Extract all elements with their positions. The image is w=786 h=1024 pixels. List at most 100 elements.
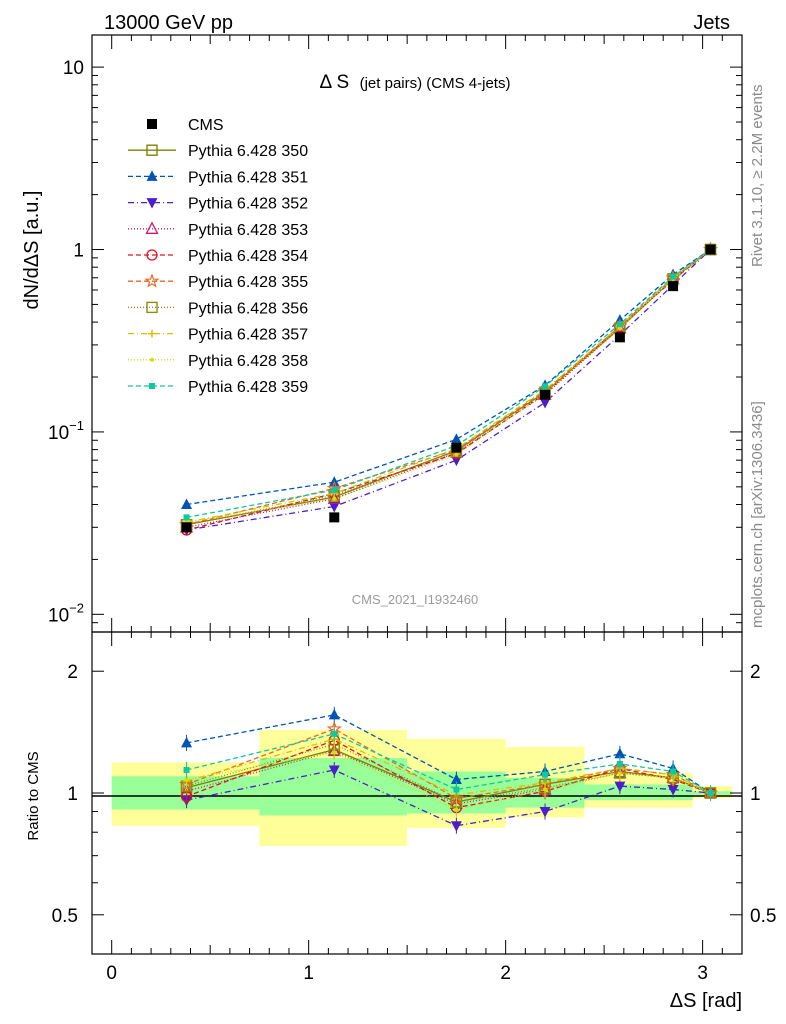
- main-y-axis-label: dN/dΔS [a.u.]: [21, 191, 43, 310]
- series-marker: [332, 496, 337, 501]
- header-left: 13000 GeV pp: [104, 12, 233, 34]
- legend-marker: [146, 301, 158, 314]
- ratio-marker: [543, 787, 548, 792]
- series-marker: [617, 326, 622, 331]
- ratio-marker: [617, 771, 622, 776]
- series-marker: [328, 502, 340, 513]
- ratio-plot-panel: 0.5 0.5 1 1 2 2 0 1 2 3 Ratio to CMS ΔS [rad]: [25, 35, 776, 1012]
- series-marker: [331, 487, 338, 494]
- main-y-axis: 10−2 10−1 1 10: [48, 58, 742, 633]
- legend-item: Pythia 6.428 353: [128, 221, 308, 239]
- cms-data-point: [181, 522, 192, 533]
- x-tick-label: 1: [303, 963, 314, 984]
- main-plot-area: [178, 241, 719, 536]
- main-title: Δ S (jet pairs) (CMS 4-jets): [320, 72, 511, 93]
- legend-label: Pythia 6.428 356: [188, 300, 308, 317]
- legend-marker: [149, 383, 155, 389]
- ratio-marker: [332, 750, 337, 755]
- ratio-marker: [667, 785, 679, 796]
- legend-marker: [146, 144, 158, 156]
- legend-label: Pythia 6.428 350: [188, 143, 308, 160]
- series-marker: [670, 273, 677, 280]
- legend-marker: [146, 249, 158, 261]
- cms-data-point: [540, 389, 551, 400]
- x-axis-label: ΔS [rad]: [670, 990, 742, 1012]
- legend-item: Pythia 6.428 354: [128, 248, 308, 265]
- legend-label: Pythia 6.428 357: [188, 327, 308, 344]
- mcplots-label: mcplots.cern.ch [arXiv:1306.3436]: [749, 401, 766, 628]
- x-axis: 0 1 2 3: [91, 35, 743, 984]
- ratio-marker: [450, 821, 462, 832]
- legend-label: Pythia 6.428 359: [188, 379, 308, 396]
- ratio-marker: [181, 736, 193, 748]
- ratio-y-tick-label: 1: [67, 784, 78, 805]
- ratio-marker: [454, 807, 459, 812]
- ratio-marker: [328, 708, 340, 720]
- ratio-marker: [707, 790, 714, 796]
- cms-data-point: [705, 244, 716, 255]
- ratio-marker: [331, 730, 338, 737]
- ratio-y-tick-label-right: 0.5: [750, 906, 776, 927]
- legend-marker: [148, 329, 156, 338]
- legend-item: Pythia 6.428 352: [128, 196, 308, 213]
- ratio-y-tick-label-right: 2: [750, 662, 761, 683]
- main-title-subtitle: (jet pairs) (CMS 4-jets): [360, 75, 511, 92]
- ratio-marker: [328, 765, 340, 776]
- legend-marker: [146, 170, 158, 181]
- legend-marker: [150, 357, 154, 362]
- legend-marker: [147, 119, 157, 129]
- legend-item: Pythia 6.428 350: [128, 143, 308, 160]
- main-y-tick-label: 10−2: [48, 600, 84, 626]
- legend: CMS Pythia 6.428 350 Pythia 6.428 351 Pythi…: [128, 117, 308, 396]
- series-marker: [181, 498, 193, 510]
- main-y-tick-label: 10: [63, 58, 84, 79]
- legend-item: Pythia 6.428 357: [128, 327, 308, 344]
- cms-data-point: [668, 281, 679, 292]
- legend-item: CMS: [147, 117, 224, 134]
- legend-marker: [146, 198, 158, 209]
- main-plot-panel: 10−2 10−1 1 10 Δ S (jet pairs) (CMS 4-jets)…: [21, 34, 743, 633]
- ratio-marker: [539, 807, 551, 818]
- legend-item: Pythia 6.428 356: [128, 300, 308, 317]
- legend-label: Pythia 6.428 358: [188, 353, 308, 370]
- ratio-series-pythia-6.428-359: [183, 725, 714, 801]
- ratio-marker: [614, 781, 626, 793]
- ratio-marker: [450, 773, 462, 784]
- ratio-y-axis: 0.5 0.5 1 1 2 2: [52, 662, 776, 955]
- ratio-plot-area: [178, 706, 719, 834]
- cms-data-point: [451, 442, 462, 453]
- ratio-marker: [184, 777, 189, 782]
- analysis-watermark: CMS_2021_I1932460: [352, 592, 479, 607]
- legend-marker: [145, 221, 159, 234]
- series-marker: [539, 397, 551, 409]
- cms-data-point: [329, 512, 340, 523]
- main-y-tick-label: 1: [73, 241, 84, 262]
- ratio-marker: [670, 768, 677, 775]
- series-marker: [454, 452, 459, 457]
- legend-label: Pythia 6.428 353: [188, 222, 308, 239]
- legend-item: Pythia 6.428 358: [128, 353, 308, 370]
- ratio-y-axis-label: Ratio to CMS: [25, 751, 42, 840]
- legend-item: Pythia 6.428 355: [128, 273, 308, 291]
- series-marker: [616, 321, 623, 328]
- rivet-label: Rivet 3.1.10, ≥ 2.2M events: [749, 85, 766, 268]
- legend-label: Pythia 6.428 355: [188, 274, 308, 291]
- series-marker: [450, 433, 462, 444]
- legend-item: Pythia 6.428 351: [128, 169, 308, 186]
- ratio-y-tick-label-right: 1: [750, 784, 761, 805]
- x-tick-label: 0: [106, 963, 117, 984]
- ratio-marker: [616, 760, 623, 767]
- legend-marker: [144, 273, 160, 288]
- legend-label: CMS: [188, 117, 224, 134]
- header-right: Jets: [693, 12, 730, 34]
- legend-label: Pythia 6.428 352: [188, 196, 308, 213]
- main-title-symbol: Δ S: [320, 72, 350, 93]
- x-tick-label: 2: [500, 963, 511, 984]
- ratio-y-tick-label: 2: [67, 662, 78, 683]
- ratio-marker: [614, 747, 626, 759]
- ratio-y-tick-label: 0.5: [52, 906, 78, 927]
- cms-data-point: [614, 332, 625, 343]
- x-tick-label: 3: [697, 963, 708, 984]
- series-marker: [183, 514, 190, 521]
